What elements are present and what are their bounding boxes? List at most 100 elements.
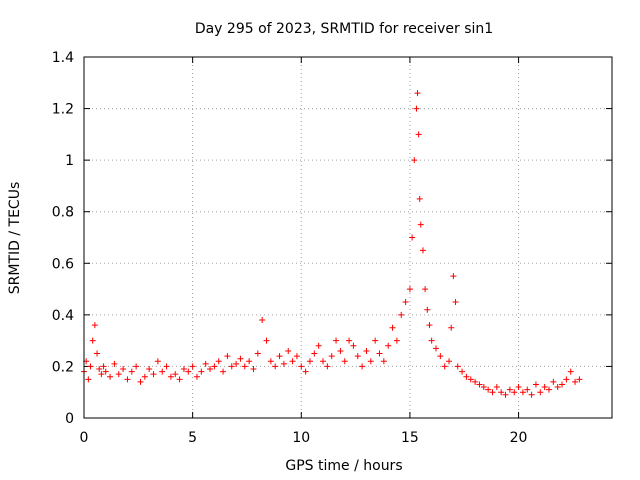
data-point <box>102 368 109 375</box>
data-point <box>498 389 505 396</box>
data-point <box>87 363 94 370</box>
y-tick-label: 1.2 <box>52 102 74 118</box>
data-point <box>246 358 253 365</box>
data-point <box>367 358 374 365</box>
data-point <box>572 378 579 385</box>
y-tick-label: 0.2 <box>52 359 74 375</box>
data-point <box>272 363 279 370</box>
x-tick-label: 0 <box>80 430 89 446</box>
data-point <box>137 378 144 385</box>
data-point <box>537 389 544 396</box>
data-point <box>146 366 153 373</box>
data-point <box>433 345 439 352</box>
data-point <box>489 389 496 396</box>
data-point <box>98 371 105 378</box>
data-point <box>89 337 96 344</box>
data-point <box>324 363 331 370</box>
data-point <box>259 317 266 324</box>
data-point <box>298 363 305 370</box>
chart-title: Day 295 of 2023, SRMTID for receiver sin… <box>195 21 493 37</box>
data-point <box>100 363 107 370</box>
data-point <box>511 389 518 396</box>
data-point <box>480 384 487 391</box>
data-point <box>380 358 387 365</box>
data-points <box>81 90 583 398</box>
data-point <box>385 342 392 349</box>
data-point <box>550 378 557 385</box>
data-point <box>289 358 296 365</box>
data-point <box>354 353 361 360</box>
data-point <box>448 324 455 331</box>
data-point <box>306 358 313 365</box>
data-point <box>224 353 231 360</box>
data-point <box>159 368 166 375</box>
data-point <box>215 358 222 365</box>
y-tick-label: 0.4 <box>52 308 74 324</box>
y-tick-label: 0.6 <box>52 256 74 272</box>
x-tick-label: 20 <box>510 430 528 446</box>
data-point <box>228 363 235 370</box>
data-point <box>333 337 340 344</box>
y-tick-label: 0.8 <box>52 205 74 221</box>
data-point <box>185 368 192 375</box>
data-point <box>359 363 366 370</box>
data-point <box>393 337 400 344</box>
data-point <box>128 368 135 375</box>
data-point <box>346 337 353 344</box>
axis-ticks: 0 5 10 15 20 0 0.2 0.4 0.6 0.8 1 1.2 1.4 <box>52 50 612 446</box>
y-tick-label: 1 <box>65 153 74 169</box>
data-point <box>559 381 566 388</box>
data-point <box>328 353 335 360</box>
data-point <box>414 90 421 97</box>
data-point <box>532 381 539 388</box>
data-point <box>406 286 413 293</box>
data-point <box>417 221 424 228</box>
data-point <box>409 234 416 241</box>
data-point <box>85 376 92 383</box>
data-point <box>202 360 209 367</box>
data-point <box>424 306 431 313</box>
data-point <box>293 353 300 360</box>
data-point <box>237 355 244 362</box>
data-point <box>402 298 409 305</box>
data-point <box>167 373 174 380</box>
data-point <box>276 353 283 360</box>
y-axis-label: SRMTID / TECUs <box>7 182 23 295</box>
data-point <box>91 322 98 329</box>
data-point <box>519 389 526 396</box>
data-point <box>419 247 426 254</box>
data-point <box>94 350 101 357</box>
data-point <box>115 371 122 378</box>
y-tick-label: 1.4 <box>52 50 74 66</box>
data-point <box>563 376 570 383</box>
data-point <box>493 384 500 391</box>
data-point <box>176 376 183 383</box>
data-point <box>211 363 218 370</box>
data-point <box>315 342 322 349</box>
data-point <box>220 368 227 375</box>
x-tick-label: 15 <box>401 430 419 446</box>
data-point <box>416 195 423 202</box>
data-point <box>411 157 418 164</box>
data-point <box>233 360 240 367</box>
data-point <box>189 363 196 370</box>
data-point <box>472 378 479 385</box>
data-point <box>320 358 327 365</box>
data-point <box>285 347 292 354</box>
data-point <box>363 347 370 354</box>
data-point <box>459 368 466 375</box>
data-point <box>172 371 179 378</box>
data-point <box>154 358 161 365</box>
data-point <box>515 384 522 391</box>
data-point <box>389 324 396 331</box>
data-point <box>467 376 474 383</box>
data-point <box>311 350 318 357</box>
data-point <box>450 273 457 280</box>
data-point <box>422 286 429 293</box>
y-tick-label: 0 <box>65 411 74 427</box>
data-point <box>446 358 453 365</box>
data-point <box>554 384 561 391</box>
data-point <box>193 373 200 380</box>
data-point <box>545 386 552 393</box>
